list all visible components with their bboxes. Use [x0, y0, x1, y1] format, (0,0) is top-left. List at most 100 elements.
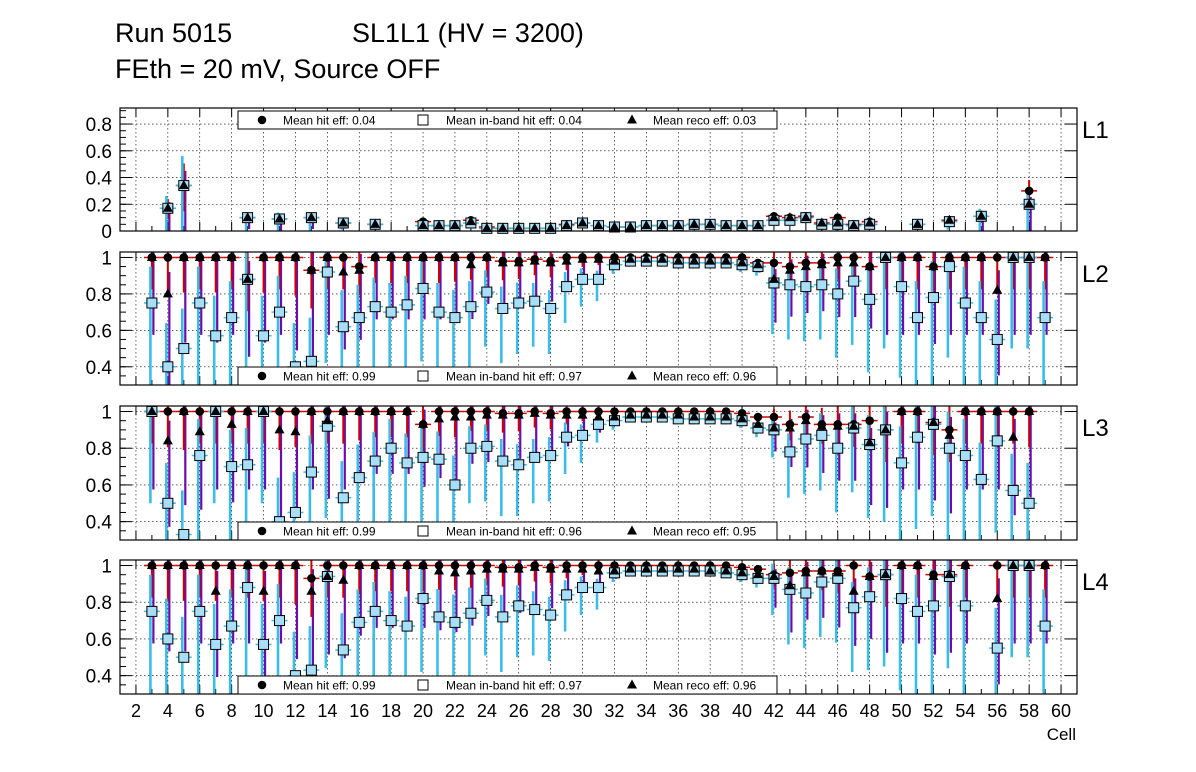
- cell-point-group: [399, 406, 416, 537]
- reco-marker: [1008, 251, 1019, 261]
- legend-reco-name: Mean reco eff:: [653, 525, 730, 539]
- reco-marker: [673, 220, 684, 230]
- cell-point-group: [367, 560, 384, 685]
- cell-point-group: [431, 406, 447, 529]
- reco-marker: [689, 563, 700, 573]
- reco-marker: [625, 409, 636, 419]
- reco-marker: [481, 222, 492, 232]
- legend-hit-name: Mean hit eff:: [283, 525, 349, 539]
- inband-marker: [816, 279, 828, 291]
- reco-marker: [449, 567, 460, 577]
- hit-marker: [1024, 186, 1034, 196]
- cell-point-group: [797, 406, 814, 495]
- cell-point-group: [526, 560, 543, 656]
- cell-point-group: [750, 258, 766, 276]
- reco-marker: [370, 406, 381, 416]
- cell-point-group: [686, 253, 703, 269]
- hit-marker: [865, 416, 874, 425]
- reco-marker: [274, 424, 285, 434]
- cell-point-group: [829, 213, 846, 231]
- cell-point-group: [941, 214, 958, 230]
- reco-marker: [577, 253, 588, 263]
- inband-marker: [912, 312, 923, 324]
- reco-marker: [673, 563, 684, 573]
- reco-marker: [418, 560, 429, 570]
- cell-point-group: [877, 560, 894, 667]
- hit-marker: [275, 407, 284, 416]
- reco-marker: [481, 563, 492, 573]
- cell-point-group: [861, 252, 878, 373]
- x-tick-label: 10: [254, 701, 274, 721]
- reco-marker: [194, 426, 205, 436]
- cell-point-group: [1037, 560, 1054, 694]
- cell-point-group: [845, 560, 862, 672]
- cell-point-group: [510, 560, 527, 658]
- cell-point-group: [638, 561, 655, 577]
- reco-marker: [497, 257, 508, 267]
- reco-marker: [848, 420, 859, 430]
- legend-inband-name: Mean in-band hit eff:: [446, 114, 555, 128]
- reco-marker: [162, 435, 173, 445]
- inband-marker: [959, 600, 971, 612]
- reco-marker: [545, 409, 556, 419]
- cell-point-group: [797, 252, 814, 342]
- cell-point-group: [718, 407, 735, 425]
- reco-marker: [1008, 431, 1019, 441]
- cell-point-group: [510, 222, 527, 234]
- inband-marker: [529, 451, 541, 463]
- legend-box: [237, 675, 778, 695]
- legend-reco-marker: [627, 114, 637, 124]
- cell-point-group: [590, 406, 607, 443]
- cell-point-group: [462, 252, 479, 371]
- legend-reco-value: 0.96: [730, 679, 757, 693]
- reco-marker: [577, 409, 588, 419]
- cell-point-group: [478, 222, 495, 234]
- cell-point-group: [494, 252, 511, 364]
- reco-marker: [816, 217, 827, 227]
- inband-marker: [991, 333, 1003, 345]
- reco-marker: [561, 409, 572, 419]
- reco-marker: [561, 563, 572, 573]
- reco-marker: [497, 222, 508, 232]
- legend-inband-value: 0.96: [555, 525, 582, 539]
- cell-point-group: [813, 252, 830, 340]
- reco-marker: [800, 415, 811, 425]
- legend-hit-value: 0.99: [349, 525, 376, 539]
- x-tick-label: 26: [509, 701, 529, 721]
- reco-marker: [641, 253, 652, 263]
- reco-marker: [194, 251, 205, 261]
- legend-inband-label: Mean in-band hit eff: 0.97: [446, 679, 582, 693]
- reco-marker: [864, 437, 875, 447]
- cell-point-group: [893, 560, 910, 691]
- inband-marker: [593, 273, 604, 285]
- cell-point-group: [829, 252, 846, 358]
- reco-marker: [306, 585, 317, 595]
- x-tick-label: 58: [1019, 701, 1039, 721]
- reco-marker: [465, 259, 476, 269]
- reco-marker: [705, 255, 716, 265]
- cell-point-group: [957, 560, 974, 694]
- cell-point-group: [207, 560, 224, 694]
- cell-point-group: [510, 406, 527, 517]
- inband-marker: [178, 343, 190, 355]
- legend-hit-label: Mean hit eff: 0.99: [283, 525, 376, 539]
- reco-marker: [290, 560, 301, 570]
- x-tick-label: 16: [349, 701, 369, 721]
- chamber-title: SL1L1 (HV = 3200): [352, 18, 584, 48]
- cell-point-group: [367, 251, 384, 380]
- reco-marker: [944, 214, 955, 224]
- reco-marker: [577, 563, 588, 573]
- reco-marker: [306, 406, 317, 416]
- cell-point-group: [542, 406, 559, 502]
- reco-marker: [418, 418, 429, 428]
- inband-marker: [927, 292, 939, 304]
- reco-marker: [928, 261, 939, 271]
- cell-point-group: [351, 560, 368, 694]
- reco-marker: [593, 565, 604, 575]
- legend-reco-marker: [627, 679, 637, 689]
- inband-marker: [226, 461, 238, 473]
- cell-point-group: [718, 220, 735, 232]
- cell-point-group: [446, 406, 463, 540]
- reco-marker: [146, 251, 157, 261]
- legend: Mean hit eff: 0.04 Mean in-band hit eff: …: [237, 110, 778, 130]
